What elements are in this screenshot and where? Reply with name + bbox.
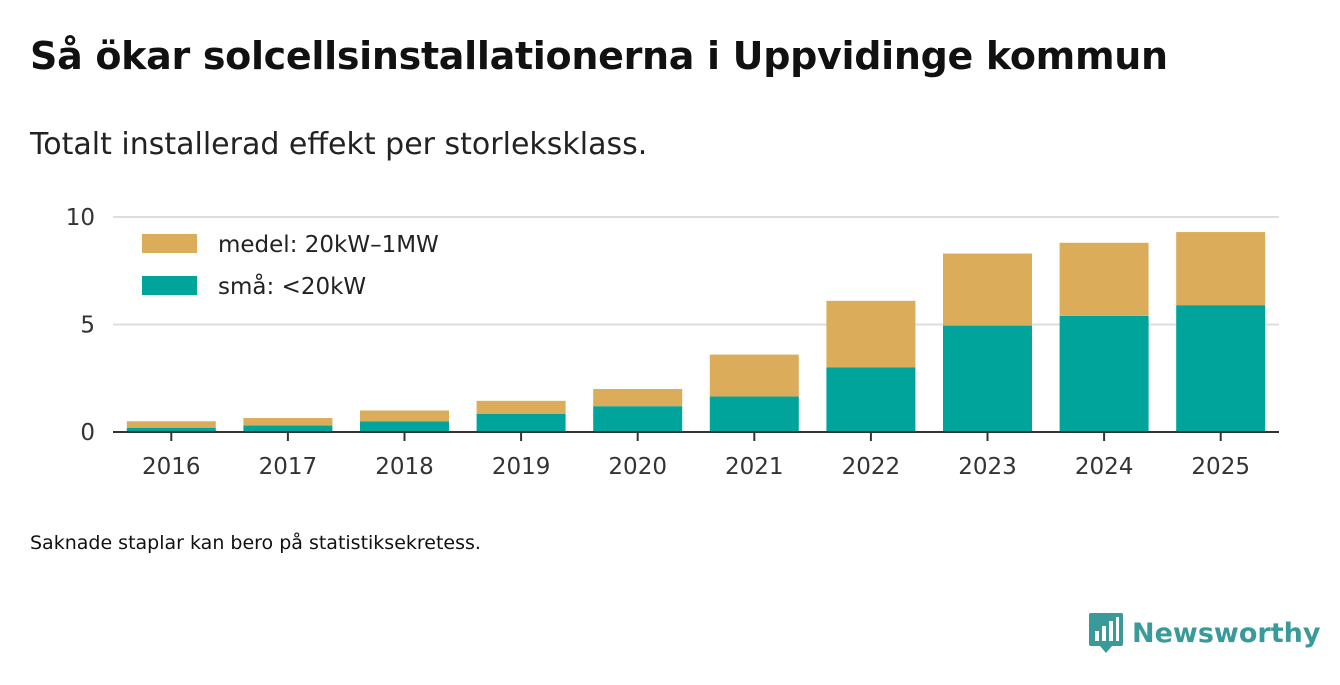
newsworthy-logo-icon [1089,613,1123,653]
y-tick-label: 0 [80,420,95,446]
bar-sma-2017 [243,425,333,432]
bar-medel-2016 [126,421,216,428]
bar-medel-2023 [943,253,1032,326]
x-tick-label: 2019 [492,454,551,480]
y-tick-label: 5 [80,313,95,339]
bar-medel-2020 [593,389,683,407]
x-tick-label: 2018 [375,454,434,480]
bar-medel-2018 [360,410,449,422]
x-tick-label: 2017 [259,454,318,480]
bar-medel-2021 [709,354,799,397]
bar-medel-2024 [1059,242,1149,316]
bar-sma-2019 [476,413,566,432]
x-tick-label: 2021 [725,454,784,480]
y-tick-label: 10 [66,205,95,231]
brand-name: Newsworthy [1132,617,1321,649]
bar-sma-2024 [1059,315,1149,432]
bar-sma-2021 [709,396,799,432]
bar-medel-2025 [1176,232,1266,306]
x-tick-label: 2020 [608,454,667,480]
bar-sma-2023 [943,325,1032,432]
x-tick-label: 2022 [842,454,901,480]
x-tick-label: 2024 [1075,454,1134,480]
bar-sma-2022 [826,367,916,432]
legend-swatch [142,276,197,295]
bar-chart: 0 5 10 2016 2017 2018 2019 2020 2021 2022 2023 2024… [66,205,1279,480]
legend-label: små: <20kW [218,272,366,300]
bar-medel-2022 [826,300,916,368]
x-tick-label: 2023 [958,454,1017,480]
legend-label: medel: 20kW–1MW [218,232,439,258]
legend-swatch [142,234,197,253]
chart-title: Så ökar solcellsinstallationerna i Uppvi… [30,34,1168,78]
brand-logo: Newsworthy [1088,611,1320,655]
bar-sma-2016 [126,427,216,432]
bar-sma-2025 [1176,305,1266,432]
bar-sma-2018 [360,421,449,432]
x-tick-label: 2016 [142,454,201,480]
x-tick-label: 2025 [1191,454,1250,480]
bar-sma-2020 [593,406,683,432]
footnote: Saknade staplar kan bero på statistiksek… [30,532,481,554]
bar-medel-2017 [243,418,333,426]
chart-subtitle: Totalt installerad effekt per storlekskl… [30,127,648,162]
bar-medel-2019 [476,400,566,414]
